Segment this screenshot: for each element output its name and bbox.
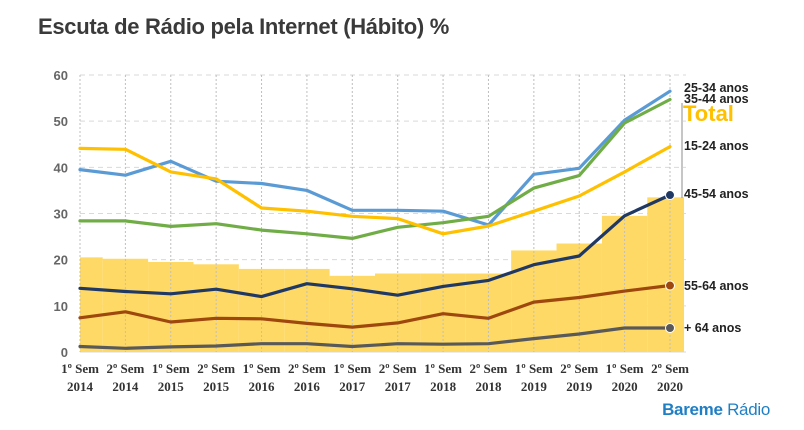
x-tick-label: 2017 — [385, 379, 412, 394]
bareme-radio-logo: Bareme Rádio — [662, 400, 770, 420]
series-label: 15-24 anos — [684, 139, 749, 153]
total-bar — [238, 268, 285, 352]
series-end-marker — [665, 280, 675, 291]
series-end-marker — [665, 190, 675, 201]
y-tick-label: 30 — [54, 207, 68, 222]
logo-brand: Bareme — [662, 400, 723, 419]
x-tick-label: 2º Sem — [379, 361, 417, 376]
series-lines — [78, 89, 683, 350]
logo-product: Rádio — [727, 400, 770, 419]
x-tick-label: 1º Sem — [515, 361, 553, 376]
x-tick-label: 2º Sem — [106, 361, 144, 376]
x-tick-label: 2017 — [339, 379, 366, 394]
x-tick-label: 2º Sem — [197, 361, 235, 376]
x-tick-label: 1º Sem — [333, 361, 371, 376]
y-axis-ticks: 0 10 20 30 40 50 60 — [54, 68, 68, 360]
x-tick-label: 2014 — [67, 379, 94, 394]
y-tick-label: 50 — [54, 114, 68, 129]
series-label: 45-54 anos — [684, 187, 749, 201]
x-tick-label: 2016 — [249, 379, 276, 394]
series-label-total: Total — [683, 101, 734, 126]
x-tick-label: 2019 — [521, 379, 548, 394]
series-label: + 64 anos — [684, 321, 741, 335]
y-tick-label: 40 — [54, 160, 68, 175]
x-tick-label: 2020 — [657, 379, 683, 394]
x-tick-label: 2014 — [112, 379, 139, 394]
series-line — [78, 326, 672, 350]
x-tick-label: 1º Sem — [152, 361, 190, 376]
series-label: 55-64 anos — [684, 279, 749, 293]
x-axis-ticks: 1º Sem 2014 2º Sem 2014 1º Sem 2015 2º Sem 2015… — [61, 361, 689, 394]
x-tick-label: 2015 — [203, 379, 230, 394]
x-tick-label: 2015 — [158, 379, 185, 394]
x-tick-label: 2º Sem — [651, 361, 689, 376]
x-tick-label: 2018 — [430, 379, 457, 394]
x-tick-label: 1º Sem — [424, 361, 462, 376]
x-tick-label: 2º Sem — [288, 361, 326, 376]
x-tick-label: 2020 — [612, 379, 638, 394]
y-tick-label: 20 — [54, 253, 68, 268]
y-tick-label: 10 — [54, 299, 68, 314]
y-tick-label: 60 — [54, 68, 68, 83]
series-label: 25-34 anos — [684, 81, 749, 95]
x-tick-label: 2º Sem — [470, 361, 508, 376]
series-label: 35-44 anos — [684, 92, 749, 106]
series-line — [78, 193, 672, 299]
series-line — [78, 145, 672, 236]
x-tick-label: 1º Sem — [243, 361, 281, 376]
x-tick-label: 2019 — [566, 379, 593, 394]
series-line — [78, 283, 672, 329]
chart-title: Escuta de Rádio pela Internet (Hábito) % — [38, 14, 449, 39]
series-line — [78, 89, 672, 227]
x-tick-label: 2018 — [475, 379, 502, 394]
series-line — [78, 97, 672, 240]
x-tick-label: 2º Sem — [560, 361, 598, 376]
y-tick-label: 0 — [61, 345, 68, 360]
series-end-marker — [665, 322, 675, 333]
total-bar — [80, 257, 103, 352]
x-tick-label: 1º Sem — [606, 361, 644, 376]
x-tick-label: 1º Sem — [61, 361, 99, 376]
x-tick-label: 2016 — [294, 379, 321, 394]
